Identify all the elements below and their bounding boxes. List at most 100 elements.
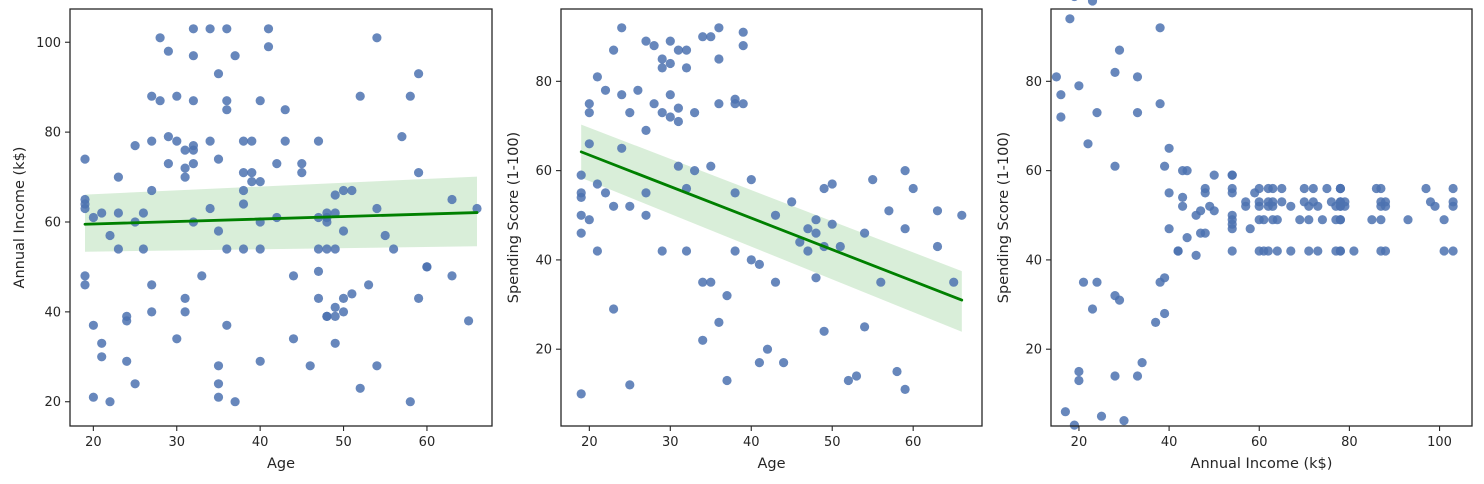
scatter-point [576,170,586,180]
scatter-point [230,51,240,61]
scatter-point [1164,224,1174,234]
scatter-point [330,208,340,218]
scatter-point [80,203,90,214]
y-tick-label: 20 [535,343,552,358]
scatter-point [472,203,482,214]
scatter-point [1227,246,1237,256]
scatter-point [1087,304,1098,314]
y-axis-label: Annual Income (k$) [12,147,28,289]
scatter-point [722,291,732,301]
scatter-point [1074,375,1084,386]
scatter-point [1119,416,1129,426]
scatter-point [576,192,586,202]
scatter-point [338,185,349,196]
plot-frame [69,8,493,427]
scatter-point [673,103,684,113]
scatter-point [113,244,123,254]
scatter-point [1227,183,1237,194]
scatter-point [405,397,415,407]
scatter-point [464,316,474,326]
scatter-point [1254,201,1264,211]
scatter-point [1380,201,1391,211]
scatter-point [1110,67,1120,77]
scatter-point [641,36,651,46]
x-axis-label: Annual Income (k$) [1191,456,1333,472]
scatter-point [172,91,182,101]
scatter-point [811,273,821,283]
scatter-point [122,356,132,366]
scatter-point [1313,201,1323,211]
scatter-point [1173,246,1183,256]
x-tick-label: 50 [824,435,841,450]
scatter-point [592,246,603,256]
scatter-point [754,358,765,368]
x-tick-label: 20 [85,435,102,450]
scatter-point [138,244,148,254]
scatter-point [754,259,765,269]
scatter-points [80,24,482,407]
scatter-point [900,384,910,394]
scatter-point [1241,201,1251,211]
y-tick-label: 40 [44,305,61,320]
x-axis-label: Age [757,456,785,472]
scatter-point [247,168,257,178]
scatter-point [673,45,684,55]
scatter-point [205,136,215,146]
scatter-point [1110,161,1120,171]
scatter-point [288,334,299,344]
scatter-point [746,175,756,185]
y-tick-label: 100 [36,36,61,51]
scatter-point [868,175,878,185]
scatter-point [811,228,821,238]
scatter-point [263,24,274,34]
scatter-point [779,358,789,368]
scatter-point [1182,233,1192,243]
scatter-point [222,24,232,34]
regression-line-segment [579,150,964,302]
scatter-point [1160,273,1170,283]
scatter-point [347,185,357,196]
confidence-band-area [581,124,962,332]
scatter-point [1160,308,1170,319]
scatter-point [97,338,107,348]
y-axis-label: Spending Score (1-100) [996,132,1012,303]
scatter-point [138,208,148,218]
x-axis-label: Age [267,456,295,472]
scatter-point [330,244,340,254]
scatter-point [213,392,224,402]
x-tick-label: 30 [168,435,185,450]
scatter-point [313,293,324,303]
scatter-point [1304,215,1314,225]
scatter-point [213,379,224,389]
scatter-point [827,179,837,189]
y-ticks: 20 40 60 80 [535,75,561,358]
scatter-point [330,338,340,348]
scatter-point [414,69,424,79]
scatter-point [1367,215,1377,225]
scatter-point [222,105,232,115]
plot-frame [1050,8,1473,427]
scatter-point [80,154,90,164]
scatter-point [876,277,886,287]
scatter-point [641,125,651,135]
scatter-point [1308,183,1318,194]
scatter-point [188,159,198,169]
scatter-point [625,380,635,390]
x-tick-label: 60 [905,435,922,450]
y-tick-label: 40 [535,253,552,268]
scatter-point [330,190,340,200]
scatter-point [238,185,249,196]
scatter-point [600,85,611,95]
scatter-point [1182,166,1192,176]
scatter-point [88,320,98,330]
scatter-point [255,177,265,187]
scatter-point [1056,90,1066,100]
scatter-point [372,33,382,43]
scatter-point [1304,246,1314,256]
scatter-point [584,139,594,149]
scatter-point [97,352,107,362]
scatter-point [609,201,619,211]
scatter-point [738,27,748,37]
scatter-point [330,311,340,321]
